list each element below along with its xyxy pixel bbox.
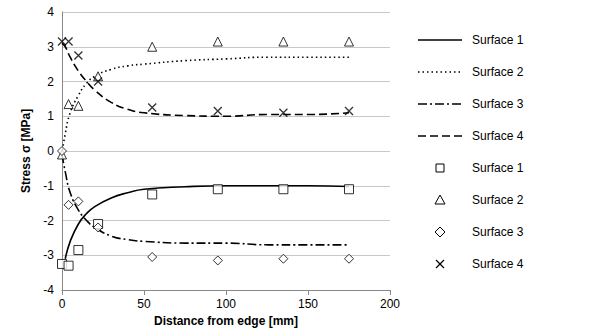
svg-text:-3: -3 [43, 248, 54, 262]
svg-text:100: 100 [216, 297, 236, 311]
svg-text:50: 50 [137, 297, 151, 311]
svg-text:Surface 2: Surface 2 [472, 65, 524, 79]
svg-text:0: 0 [59, 297, 66, 311]
svg-text:150: 150 [298, 297, 318, 311]
svg-text:0: 0 [47, 144, 54, 158]
svg-text:Stress σ [MPa]: Stress σ [MPa] [19, 109, 33, 193]
svg-text:-4: -4 [43, 283, 54, 297]
svg-text:-1: -1 [43, 179, 54, 193]
svg-text:1: 1 [47, 109, 54, 123]
svg-text:Surface 3: Surface 3 [472, 97, 524, 111]
svg-text:Surface 1: Surface 1 [472, 161, 524, 175]
svg-text:2: 2 [47, 75, 54, 89]
svg-text:Surface 4: Surface 4 [472, 257, 524, 271]
svg-text:Surface 1: Surface 1 [472, 33, 524, 47]
svg-text:3: 3 [47, 40, 54, 54]
svg-text:200: 200 [380, 297, 400, 311]
svg-text:Distance from edge [mm]: Distance from edge [mm] [154, 314, 298, 328]
svg-text:Surface 2: Surface 2 [472, 193, 524, 207]
svg-text:Surface 3: Surface 3 [472, 225, 524, 239]
svg-text:-2: -2 [43, 214, 54, 228]
svg-text:4: 4 [47, 5, 54, 19]
svg-text:Surface 4: Surface 4 [472, 129, 524, 143]
